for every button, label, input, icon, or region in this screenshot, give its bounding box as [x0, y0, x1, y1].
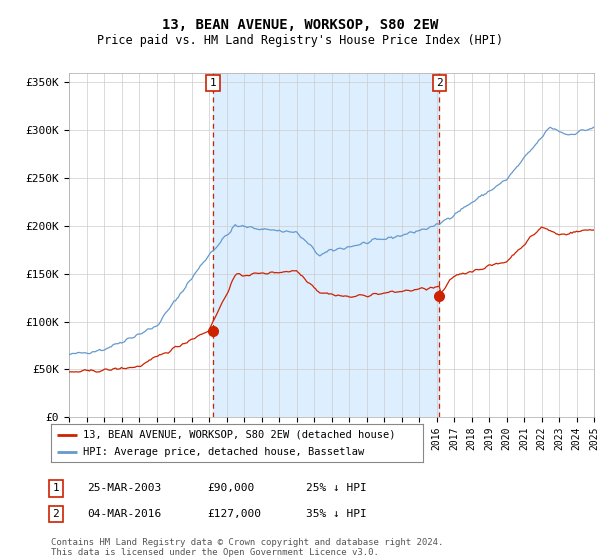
Text: 04-MAR-2016: 04-MAR-2016: [87, 509, 161, 519]
Text: 13, BEAN AVENUE, WORKSOP, S80 2EW: 13, BEAN AVENUE, WORKSOP, S80 2EW: [162, 18, 438, 32]
Text: 25% ↓ HPI: 25% ↓ HPI: [306, 483, 367, 493]
Text: 1: 1: [209, 78, 217, 88]
Text: £90,000: £90,000: [207, 483, 254, 493]
Text: 1: 1: [52, 483, 59, 493]
Text: 25-MAR-2003: 25-MAR-2003: [87, 483, 161, 493]
Text: Price paid vs. HM Land Registry's House Price Index (HPI): Price paid vs. HM Land Registry's House …: [97, 34, 503, 47]
Text: Contains HM Land Registry data © Crown copyright and database right 2024.
This d: Contains HM Land Registry data © Crown c…: [51, 538, 443, 557]
Text: £127,000: £127,000: [207, 509, 261, 519]
Text: 13, BEAN AVENUE, WORKSOP, S80 2EW (detached house): 13, BEAN AVENUE, WORKSOP, S80 2EW (detac…: [83, 430, 395, 440]
Text: 2: 2: [52, 509, 59, 519]
Bar: [213, 73, 439, 417]
Text: 2: 2: [436, 78, 443, 88]
Text: HPI: Average price, detached house, Bassetlaw: HPI: Average price, detached house, Bass…: [83, 447, 364, 458]
Text: 35% ↓ HPI: 35% ↓ HPI: [306, 509, 367, 519]
